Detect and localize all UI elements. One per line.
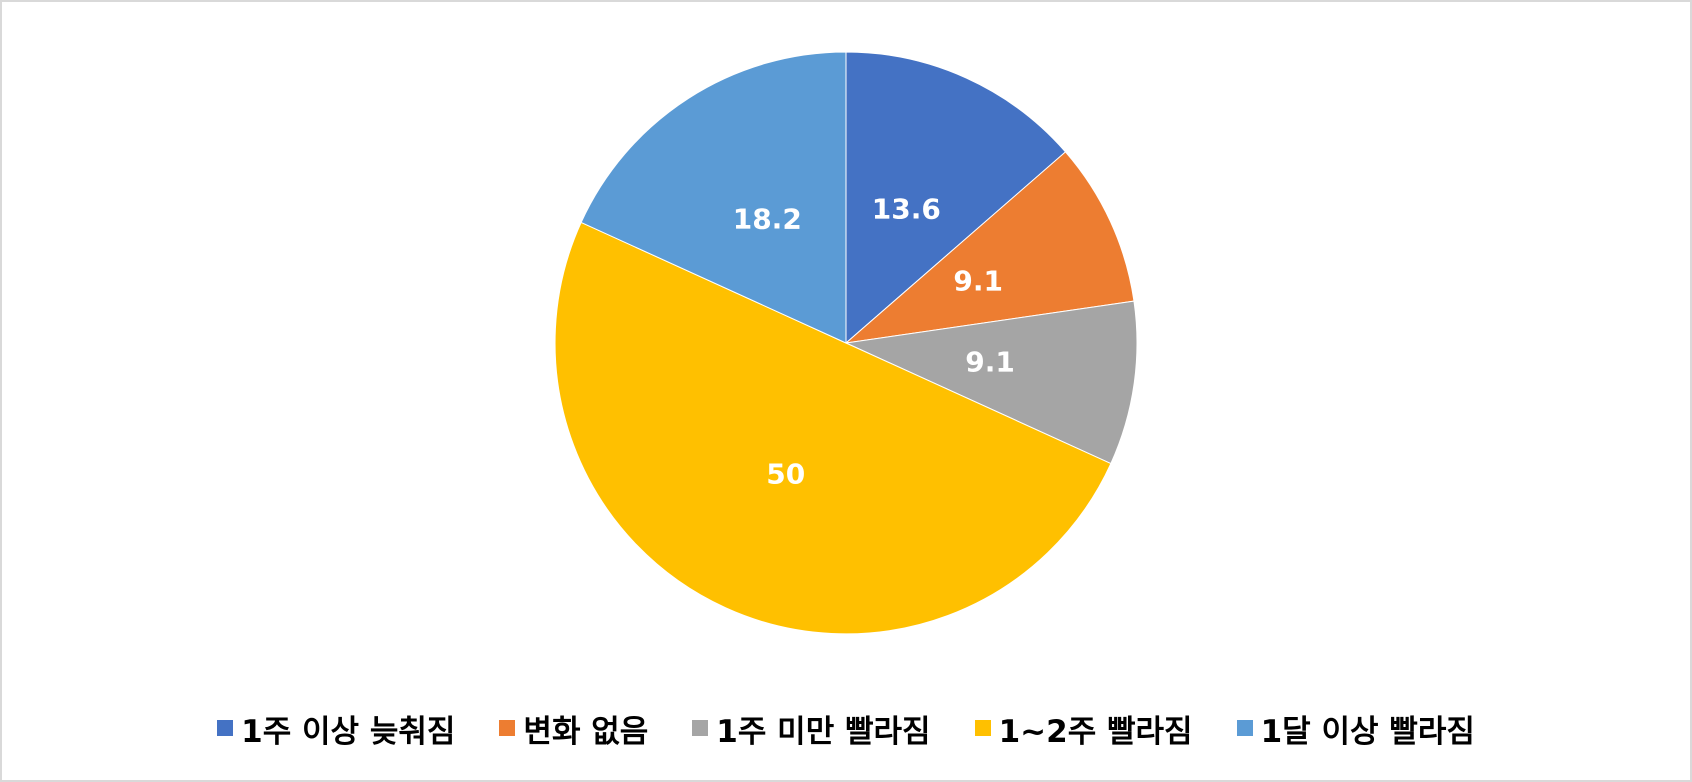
legend-label: 1~2주 빨라짐 bbox=[998, 713, 1193, 750]
legend-item: 1주 미만 빨라짐 bbox=[692, 706, 931, 751]
pie-slice bbox=[554, 221, 1112, 635]
legend-swatch bbox=[974, 720, 991, 736]
pie-slice bbox=[580, 51, 847, 344]
data-label: 50 bbox=[766, 457, 805, 490]
legend-label: 변화 없음 bbox=[523, 713, 649, 750]
data-label: 9.1 bbox=[953, 264, 1003, 297]
legend-label: 1주 이상 늦춰짐 bbox=[241, 713, 456, 750]
legend-swatch bbox=[692, 720, 709, 736]
pie-slice bbox=[844, 300, 1138, 465]
legend-label: 1달 이상 빨라짐 bbox=[1260, 713, 1475, 750]
legend-item: 1~2주 빨라짐 bbox=[974, 706, 1193, 751]
legend-item: 변화 없음 bbox=[499, 706, 648, 751]
legend-item: 1달 이상 빨라짐 bbox=[1236, 706, 1475, 751]
legend-label: 1주 미만 빨라짐 bbox=[716, 713, 931, 750]
legend-item: 1주 이상 늦춰짐 bbox=[217, 706, 455, 751]
legend-swatch bbox=[1236, 720, 1253, 736]
data-label: 9.1 bbox=[965, 346, 1015, 379]
data-label: 13.6 bbox=[872, 193, 941, 226]
pie-slice bbox=[845, 51, 1067, 345]
data-label: 18.2 bbox=[733, 203, 802, 236]
legend: 1주 이상 늦춰짐 변화 없음 1주 미만 빨라짐 1~2주 빨라짐 1달 이상 빨라짐 bbox=[0, 700, 1692, 756]
legend-swatch bbox=[217, 720, 234, 736]
chart: 13.6 9.1 9.1 50 18.2 bbox=[554, 51, 1138, 635]
legend-swatch bbox=[499, 720, 516, 736]
pie-slice bbox=[844, 151, 1135, 344]
